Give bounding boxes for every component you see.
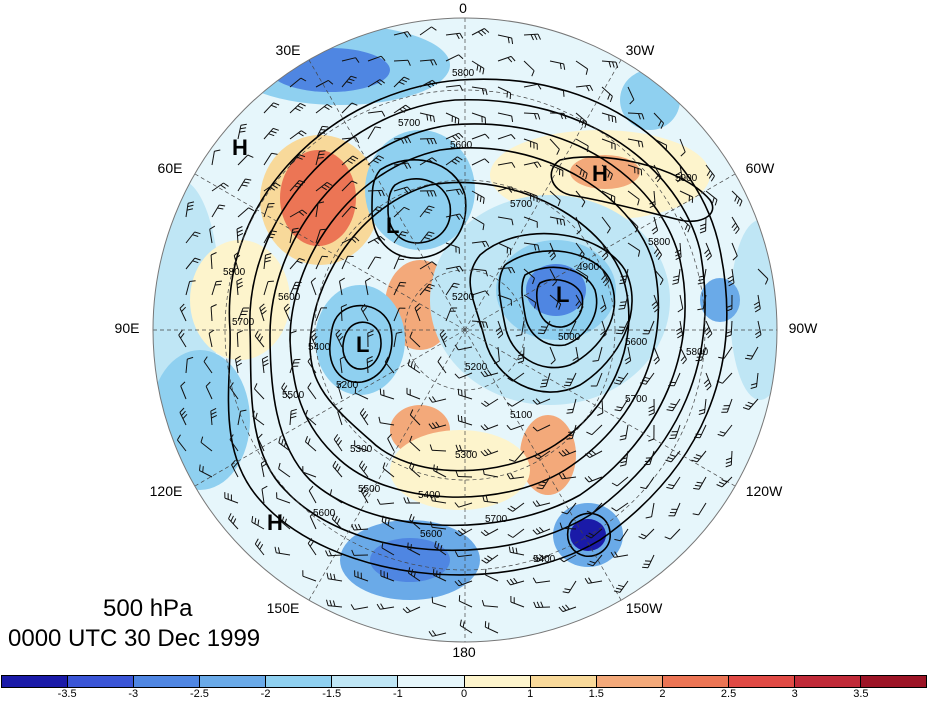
colorbar-segment: [397, 676, 464, 687]
colorbar-tick-label: 1.5: [588, 688, 604, 700]
colorbar-tick-label: 2.5: [720, 688, 737, 700]
contour-label: 5800: [648, 237, 671, 248]
low-center-europe: L: [386, 213, 399, 238]
colorbar-tick-label: 3: [791, 688, 798, 700]
contour-label: 5100: [510, 410, 533, 421]
contour-label: 5600: [450, 140, 473, 151]
colorbar-segment: [793, 676, 861, 687]
colorbar-segment: [529, 676, 596, 687]
colorbar-tick-label: 1: [527, 688, 534, 700]
height-contours: [227, 78, 728, 576]
contour-label: 5200: [452, 292, 475, 303]
colorbar-tick-label: -2: [260, 688, 271, 700]
low-center-siberia: L: [356, 332, 369, 357]
longitude-label-30e: 30E: [275, 42, 301, 58]
colorbar-tick-label: -1: [392, 688, 403, 700]
longitude-label-0: 0: [459, 0, 467, 16]
contour-label: 5500: [358, 484, 381, 495]
high-center-ural: H: [232, 135, 248, 160]
contour-label: 5700: [232, 317, 255, 328]
colorbar-segment: [199, 676, 266, 687]
colorbar-segment: [860, 676, 927, 687]
longitude-label-90w: 90W: [788, 320, 818, 336]
map-border: [152, 17, 778, 643]
contour-label: 5900: [675, 173, 698, 184]
longitude-label-150w: 150W: [625, 600, 663, 616]
contour-label: 5600: [625, 337, 648, 348]
longitude-label-30w: 30W: [625, 42, 655, 58]
contour-label: 5700: [510, 199, 533, 210]
colorbar-segment: [133, 676, 200, 687]
colorbar-segment: [2, 676, 68, 687]
contour-label: 5800: [452, 68, 475, 79]
colorbar-segment: [727, 676, 794, 687]
contour-label: 5800: [223, 267, 246, 278]
colorbar: [1, 675, 927, 688]
contour-label: 5800: [686, 347, 709, 358]
longitude-label-60w: 60W: [745, 160, 775, 176]
valid-time-label: 0000 UTC 30 Dec 1999: [8, 625, 261, 652]
colorbar-tick-label: 3.5: [853, 688, 869, 700]
contour-label: 5600: [278, 292, 301, 303]
contour-label: 5400: [533, 554, 556, 565]
contour-label: 5300: [350, 444, 373, 455]
contour-label: 5700: [485, 514, 508, 525]
contour-label: 5600: [420, 529, 443, 540]
longitude-label-180: 180: [452, 644, 476, 660]
colorbar-tick-label: -2.5: [189, 688, 209, 700]
colorbar-segment: [595, 676, 662, 687]
contour-label: 5700: [625, 394, 648, 405]
contour-label: 5700: [398, 118, 421, 129]
contour-label: 5200: [465, 362, 488, 373]
longitude-label-120e: 120E: [149, 483, 183, 499]
contour-label: 5000: [558, 332, 581, 343]
colorbar-tick-label: 0: [460, 688, 468, 700]
high-center-greenland: H: [592, 161, 608, 186]
graticule: [153, 18, 777, 642]
high-center-pacific: H: [267, 510, 283, 535]
pressure-level-label: 500 hPa: [103, 595, 193, 622]
colorbar-tick-label: 2: [659, 688, 666, 700]
colorbar-segment: [265, 676, 332, 687]
wind-barbs: [176, 26, 769, 637]
colorbar-tick-label: -3: [128, 688, 139, 700]
colorbar-tick-label: -3.5: [57, 688, 77, 700]
colorbar-segment: [661, 676, 728, 687]
contour-label: 5400: [308, 342, 331, 353]
longitude-label-150e: 150E: [266, 600, 300, 616]
contour-label: 5600: [313, 508, 336, 519]
colorbar-segment: [463, 676, 530, 687]
contour-label: 5300: [455, 450, 478, 461]
contour-label: 5500: [282, 390, 305, 401]
colorbar-segment: [67, 676, 134, 687]
contour-label: 4900: [577, 262, 600, 273]
contour-label: 5200: [336, 380, 359, 391]
contour-label: 5400: [418, 490, 441, 501]
longitude-label-90e: 90E: [114, 320, 140, 336]
low-center-hudson: L: [556, 282, 569, 307]
longitude-label-60e: 60E: [157, 160, 183, 176]
colorbar-tick-label: -1.5: [322, 688, 342, 700]
longitude-label-120w: 120W: [745, 483, 783, 499]
colorbar-segment: [331, 676, 398, 687]
